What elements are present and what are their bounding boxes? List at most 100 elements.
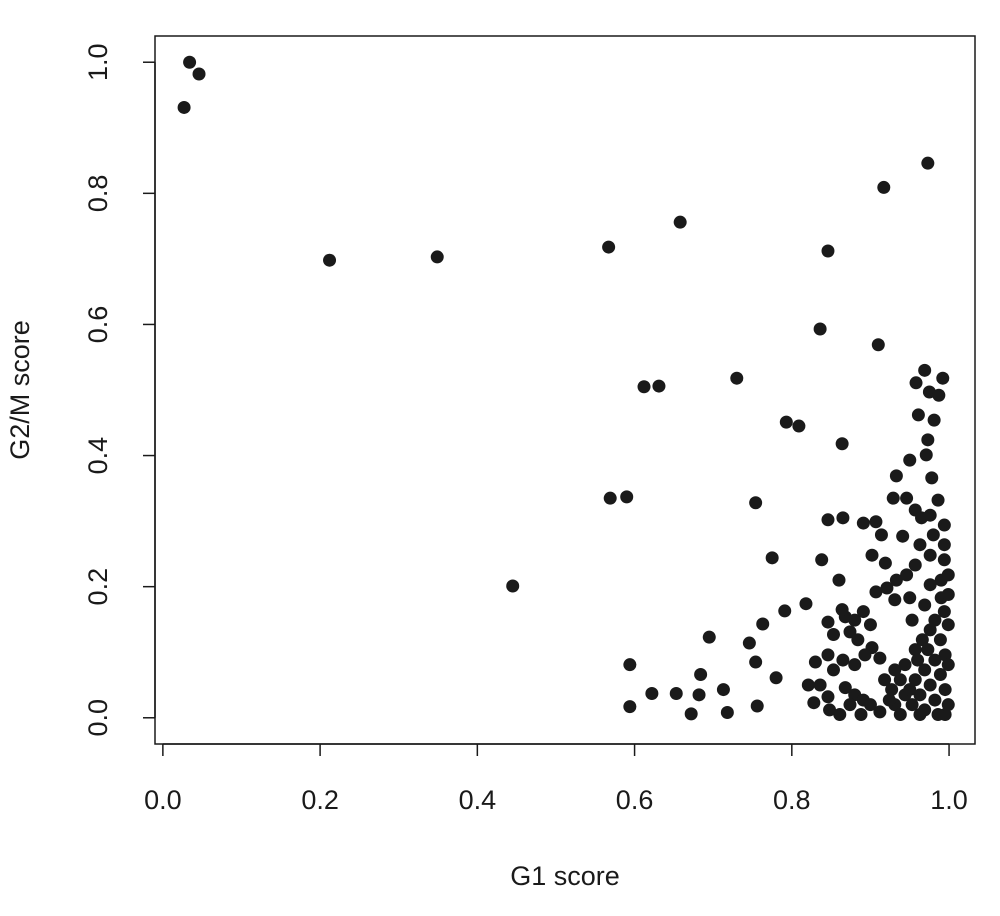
point <box>856 605 870 619</box>
point <box>835 437 849 451</box>
point <box>669 687 683 701</box>
point <box>938 683 952 697</box>
point <box>869 515 883 529</box>
point <box>730 371 744 385</box>
x-tick-label: 0.0 <box>144 785 182 815</box>
point <box>911 408 925 422</box>
point <box>878 673 892 687</box>
point <box>430 250 444 264</box>
point <box>880 581 894 595</box>
point <box>905 613 919 627</box>
point <box>863 618 877 632</box>
point <box>602 240 616 254</box>
point <box>878 556 892 570</box>
point <box>694 668 708 682</box>
point <box>882 693 896 707</box>
point <box>896 529 910 543</box>
point <box>888 593 902 607</box>
point <box>903 453 917 467</box>
point <box>692 688 706 702</box>
point <box>603 491 617 505</box>
point <box>183 55 197 69</box>
point <box>923 548 937 562</box>
x-tick-label: 1.0 <box>930 785 968 815</box>
point <box>927 413 941 427</box>
point <box>931 708 945 721</box>
point <box>913 688 927 702</box>
y-tick-label: 0.4 <box>83 437 113 475</box>
point <box>863 698 877 712</box>
point <box>871 338 885 352</box>
point <box>937 518 951 532</box>
point <box>908 558 922 572</box>
x-tick-label: 0.6 <box>616 785 654 815</box>
point <box>808 655 822 669</box>
point <box>192 67 206 81</box>
point <box>826 663 840 677</box>
x-tick-label: 0.8 <box>773 785 811 815</box>
point <box>913 708 927 721</box>
point <box>908 673 922 687</box>
point <box>826 628 840 642</box>
point <box>915 633 929 647</box>
point <box>941 618 955 632</box>
point <box>925 471 939 485</box>
point <box>889 469 903 483</box>
point <box>742 636 756 650</box>
y-tick-label: 0.8 <box>83 175 113 213</box>
point <box>893 708 907 721</box>
point <box>833 708 847 721</box>
point <box>323 253 337 267</box>
point <box>889 573 903 587</box>
point <box>684 707 698 721</box>
point <box>893 673 907 687</box>
point <box>941 658 955 672</box>
point <box>919 448 933 462</box>
point <box>807 696 821 710</box>
point <box>716 683 730 697</box>
point <box>702 630 716 644</box>
point <box>854 708 868 721</box>
point <box>821 648 835 662</box>
point <box>821 615 835 629</box>
point <box>941 698 955 712</box>
point <box>623 700 637 714</box>
point <box>838 681 852 695</box>
point <box>909 376 923 390</box>
point <box>778 604 792 618</box>
point <box>832 573 846 587</box>
point <box>911 653 925 667</box>
point <box>921 643 935 657</box>
point <box>928 653 942 667</box>
point <box>931 493 945 507</box>
point <box>918 663 932 677</box>
point <box>792 419 806 433</box>
point <box>932 388 946 402</box>
point <box>865 548 879 562</box>
point <box>921 156 935 170</box>
point <box>750 699 764 713</box>
point <box>888 663 902 677</box>
point <box>903 591 917 605</box>
point <box>823 703 837 717</box>
point <box>673 215 687 229</box>
y-tick-label: 0.6 <box>83 306 113 344</box>
point <box>937 553 951 567</box>
point <box>936 371 950 385</box>
point <box>623 658 637 672</box>
point <box>877 180 891 194</box>
point <box>918 598 932 612</box>
point <box>749 496 763 510</box>
point <box>637 380 651 394</box>
point <box>908 643 922 657</box>
point <box>720 706 734 720</box>
point <box>900 491 914 505</box>
point <box>923 678 937 692</box>
point <box>928 613 942 627</box>
point <box>821 690 835 704</box>
point <box>903 683 917 697</box>
point <box>928 693 942 707</box>
point <box>779 415 793 429</box>
point <box>821 513 835 527</box>
point <box>652 379 666 393</box>
